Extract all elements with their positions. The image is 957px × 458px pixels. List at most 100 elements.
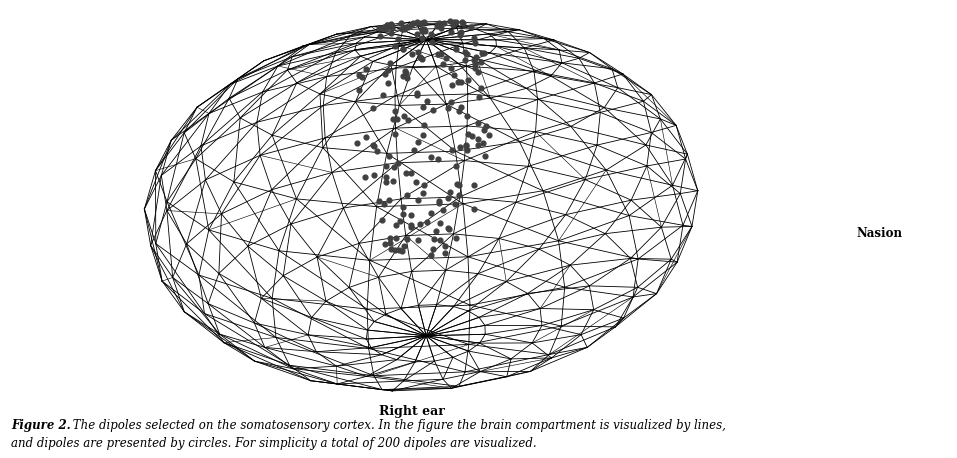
Point <box>395 210 411 217</box>
Point <box>367 142 382 150</box>
Point <box>433 50 448 58</box>
Point <box>374 216 389 224</box>
Point <box>412 221 428 228</box>
Point <box>404 50 419 57</box>
Point <box>447 71 462 78</box>
Point <box>432 236 447 243</box>
Point <box>429 227 444 234</box>
Text: The dipoles selected on the somatosensory cortex. In the figure the brain compar: The dipoles selected on the somatosensor… <box>69 419 725 432</box>
Point <box>397 68 412 75</box>
Point <box>376 91 391 98</box>
Point <box>475 49 490 57</box>
Point <box>474 84 489 92</box>
Point <box>388 131 403 138</box>
Point <box>471 93 486 100</box>
Point <box>452 191 467 199</box>
Point <box>425 39 440 46</box>
Point <box>378 173 393 180</box>
Point <box>367 172 382 179</box>
Point <box>451 79 466 86</box>
Point <box>447 18 462 25</box>
Point <box>398 23 413 31</box>
Point <box>400 24 415 31</box>
Point <box>470 141 485 148</box>
Point <box>419 98 434 105</box>
Point <box>380 21 395 28</box>
Point <box>406 19 421 27</box>
Point <box>403 21 418 28</box>
Point <box>432 197 447 205</box>
Point <box>388 107 403 114</box>
Point <box>437 250 453 257</box>
Point <box>395 45 411 53</box>
Point <box>471 120 486 127</box>
Point <box>349 139 365 147</box>
Point <box>454 28 469 36</box>
Point <box>423 154 438 161</box>
Point <box>383 246 398 253</box>
Point <box>460 131 476 138</box>
Point <box>395 204 411 211</box>
Point <box>424 209 439 216</box>
Point <box>452 32 467 39</box>
Point <box>385 177 400 185</box>
Point <box>454 103 469 110</box>
Point <box>460 76 476 83</box>
Point <box>412 53 428 60</box>
Point <box>371 197 387 205</box>
Point <box>409 179 424 186</box>
Point <box>443 65 458 72</box>
Point <box>413 55 429 62</box>
Point <box>389 35 405 43</box>
Point <box>399 169 414 177</box>
Point <box>410 19 425 26</box>
Point <box>384 20 399 27</box>
Point <box>431 156 446 163</box>
Point <box>464 132 479 139</box>
Point <box>351 87 367 94</box>
Point <box>388 42 403 49</box>
Point <box>404 224 419 231</box>
Point <box>448 45 463 53</box>
Point <box>383 21 398 28</box>
Point <box>466 34 481 42</box>
Point <box>409 19 424 27</box>
Point <box>463 23 478 31</box>
Point <box>442 18 457 25</box>
Point <box>389 160 405 167</box>
Point <box>410 196 425 204</box>
Point <box>378 25 393 32</box>
Point <box>376 23 391 31</box>
Point <box>409 89 424 97</box>
Point <box>389 234 404 242</box>
Point <box>436 19 452 27</box>
Point <box>382 234 397 241</box>
Point <box>382 239 397 246</box>
Point <box>416 181 432 189</box>
Point <box>351 71 367 78</box>
Point <box>410 31 425 38</box>
Point <box>443 28 458 36</box>
Point <box>394 247 410 254</box>
Point <box>381 196 396 204</box>
Point <box>432 19 447 26</box>
Point <box>442 189 457 196</box>
Point <box>410 91 425 98</box>
Point <box>447 201 462 208</box>
Point <box>415 103 431 110</box>
Point <box>441 225 456 232</box>
Point <box>444 82 459 89</box>
Point <box>426 246 441 253</box>
Point <box>417 27 433 35</box>
Point <box>399 191 414 198</box>
Point <box>438 54 454 61</box>
Point <box>414 27 430 34</box>
Point <box>455 19 470 26</box>
Point <box>427 236 442 243</box>
Text: and dipoles are presented by circles. For simplicity a total of 200 dipoles are : and dipoles are presented by circles. Fo… <box>11 437 537 450</box>
Point <box>477 127 492 134</box>
Point <box>458 113 474 120</box>
Point <box>387 163 402 170</box>
Point <box>433 219 448 226</box>
Point <box>404 170 419 177</box>
